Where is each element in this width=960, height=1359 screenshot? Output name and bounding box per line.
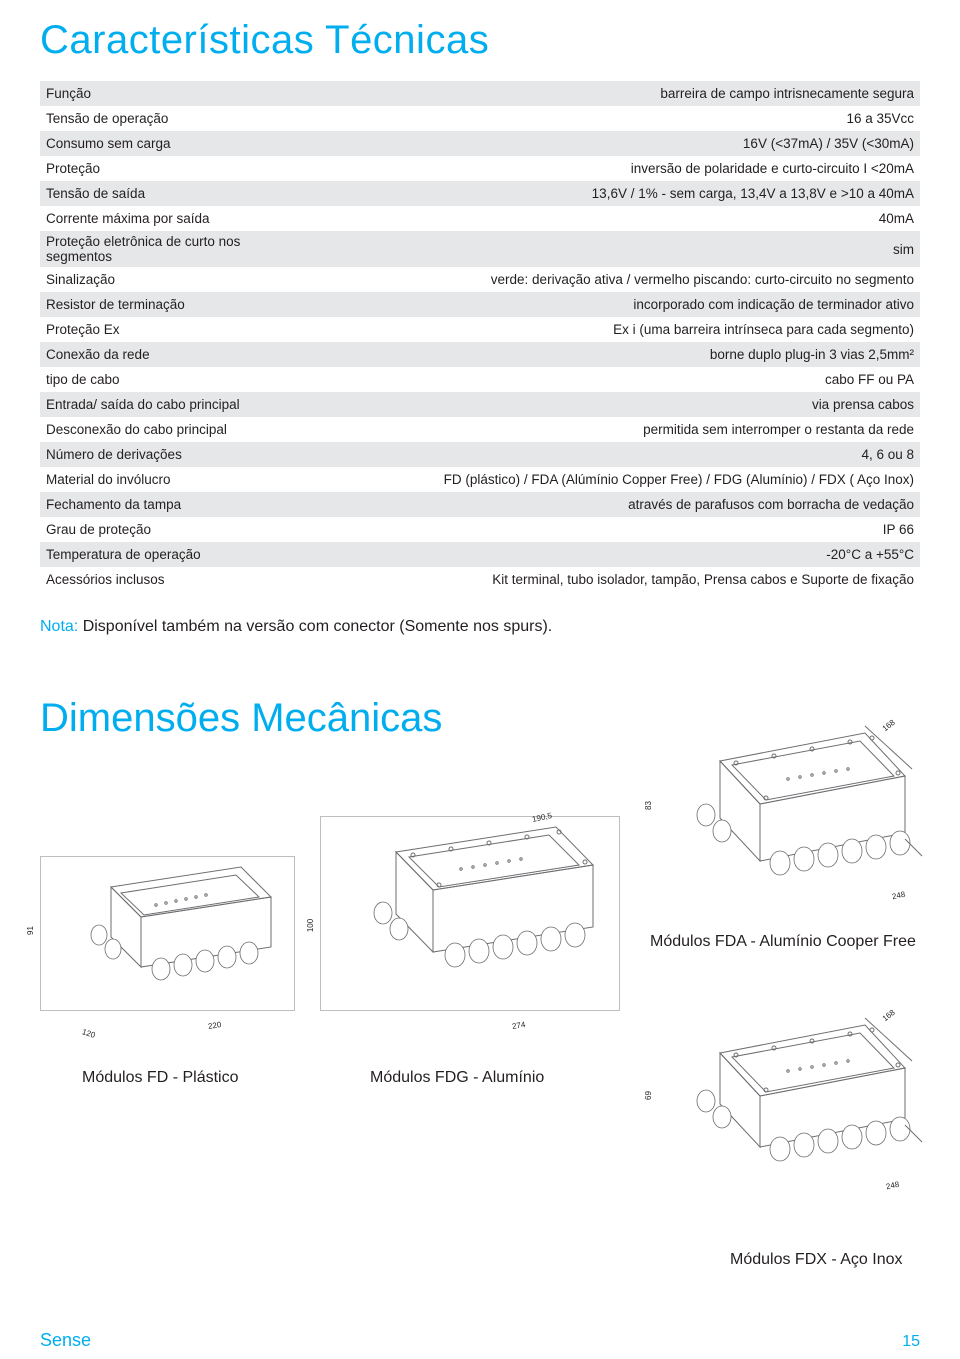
spec-key: Função: [40, 81, 313, 106]
module-name-fdg: Módulos FDG - Alumínio: [370, 1069, 544, 1087]
spec-value: -20°C a +55°C: [313, 542, 920, 567]
table-row: tipo de cabocabo FF ou PA: [40, 367, 920, 392]
spec-key: Sinalização: [40, 267, 313, 292]
footer-brand: Sense: [40, 1330, 91, 1351]
table-row: Desconexão do cabo principalpermitida se…: [40, 417, 920, 442]
module-name-fda: Módulos FDA - Alumínio Cooper Free: [650, 933, 916, 951]
spec-value: 16 a 35Vcc: [313, 106, 920, 131]
spec-value: incorporado com indicação de terminador …: [313, 292, 920, 317]
dim-fd-w: 220: [207, 1020, 222, 1031]
drawings-area: 91 220 120 Módulos FD - Plástico: [40, 761, 920, 1301]
spec-key: Grau de proteção: [40, 517, 313, 542]
note-text: Disponível também na versão com conector…: [78, 618, 552, 635]
table-row: Grau de proteçãoIP 66: [40, 517, 920, 542]
drawing-fdg: [320, 816, 620, 1011]
footer-page: 15: [902, 1333, 920, 1351]
table-row: Proteção eletrônica de curto nos segment…: [40, 231, 920, 267]
table-row: Acessórios inclusosKit terminal, tubo is…: [40, 567, 920, 592]
spec-key: Proteção: [40, 156, 313, 181]
module-name-fdx: Módulos FDX - Aço Inox: [730, 1251, 903, 1269]
table-row: Tensão de operação16 a 35Vcc: [40, 106, 920, 131]
spec-value: FD (plástico) / FDA (Alúmínio Copper Fre…: [313, 467, 920, 492]
spec-key: Conexão da rede: [40, 342, 313, 367]
spec-table: Funçãobarreira de campo intrisnecamente …: [40, 81, 920, 592]
dim-fd-h: 91: [26, 926, 35, 935]
spec-value: permitida sem interromper o restanta da …: [313, 417, 920, 442]
spec-value: IP 66: [313, 517, 920, 542]
dim-fda-h: 83: [644, 801, 653, 810]
spec-value: através de parafusos com borracha de ved…: [313, 492, 920, 517]
table-row: Conexão da redeborne duplo plug-in 3 via…: [40, 342, 920, 367]
spec-value: Kit terminal, tubo isolador, tampão, Pre…: [313, 567, 920, 592]
dim-fdg-w: 274: [511, 1020, 526, 1031]
drawing-fda: [650, 721, 930, 921]
spec-value: cabo FF ou PA: [313, 367, 920, 392]
module-name-fd: Módulos FD - Plástico: [82, 1069, 239, 1087]
spec-key: Temperatura de operação: [40, 542, 313, 567]
spec-key: tipo de cabo: [40, 367, 313, 392]
table-row: Entrada/ saída do cabo principalvia pren…: [40, 392, 920, 417]
table-row: Fechamento da tampaatravés de parafusos …: [40, 492, 920, 517]
spec-key: Desconexão do cabo principal: [40, 417, 313, 442]
spec-key: Material do invólucro: [40, 467, 313, 492]
table-row: Sinalizaçãoverde: derivação ativa / verm…: [40, 267, 920, 292]
spec-key: Consumo sem carga: [40, 131, 313, 156]
spec-key: Tensão de saída: [40, 181, 313, 206]
spec-key: Fechamento da tampa: [40, 492, 313, 517]
table-row: Tensão de saída13,6V / 1% - sem carga, 1…: [40, 181, 920, 206]
dim-fd-d: 120: [81, 1027, 96, 1040]
dim-fdg-h: 100: [306, 919, 315, 932]
table-row: Resistor de terminaçãoincorporado com in…: [40, 292, 920, 317]
footer: Sense 15: [40, 1330, 920, 1351]
table-row: Número de derivações4, 6 ou 8: [40, 442, 920, 467]
table-row: Corrente máxima por saída40mA: [40, 206, 920, 231]
spec-key: Proteção eletrônica de curto nos segment…: [40, 231, 313, 267]
spec-value: 13,6V / 1% - sem carga, 13,4V a 13,8V e …: [313, 181, 920, 206]
dim-fdx-h: 69: [644, 1091, 653, 1100]
spec-key: Entrada/ saída do cabo principal: [40, 392, 313, 417]
spec-value: 4, 6 ou 8: [313, 442, 920, 467]
spec-key: Proteção Ex: [40, 317, 313, 342]
table-row: Funçãobarreira de campo intrisnecamente …: [40, 81, 920, 106]
spec-value: sim: [313, 231, 920, 267]
section-title-specs: Características Técnicas: [40, 18, 920, 63]
spec-value: 16V (<37mA) / 35V (<30mA): [313, 131, 920, 156]
spec-value: borne duplo plug-in 3 vias 2,5mm²: [313, 342, 920, 367]
note-label: Nota:: [40, 618, 78, 635]
spec-value: inversão de polaridade e curto-circuito …: [313, 156, 920, 181]
spec-value: verde: derivação ativa / vermelho piscan…: [313, 267, 920, 292]
spec-value: via prensa cabos: [313, 392, 920, 417]
spec-key: Tensão de operação: [40, 106, 313, 131]
note: Nota: Disponível também na versão com co…: [40, 618, 920, 636]
spec-value: 40mA: [313, 206, 920, 231]
table-row: Material do invólucroFD (plástico) / FDA…: [40, 467, 920, 492]
spec-key: Acessórios inclusos: [40, 567, 313, 592]
spec-key: Corrente máxima por saída: [40, 206, 313, 231]
drawing-fd: [40, 856, 295, 1011]
table-row: Temperatura de operação-20°C a +55°C: [40, 542, 920, 567]
table-row: Consumo sem carga16V (<37mA) / 35V (<30m…: [40, 131, 920, 156]
table-row: Proteçãoinversão de polaridade e curto-c…: [40, 156, 920, 181]
spec-value: Ex i (uma barreira intrínseca para cada …: [313, 317, 920, 342]
spec-key: Resistor de terminação: [40, 292, 313, 317]
table-row: Proteção ExEx i (uma barreira intrínseca…: [40, 317, 920, 342]
spec-key: Número de derivações: [40, 442, 313, 467]
spec-value: barreira de campo intrisnecamente segura: [313, 81, 920, 106]
